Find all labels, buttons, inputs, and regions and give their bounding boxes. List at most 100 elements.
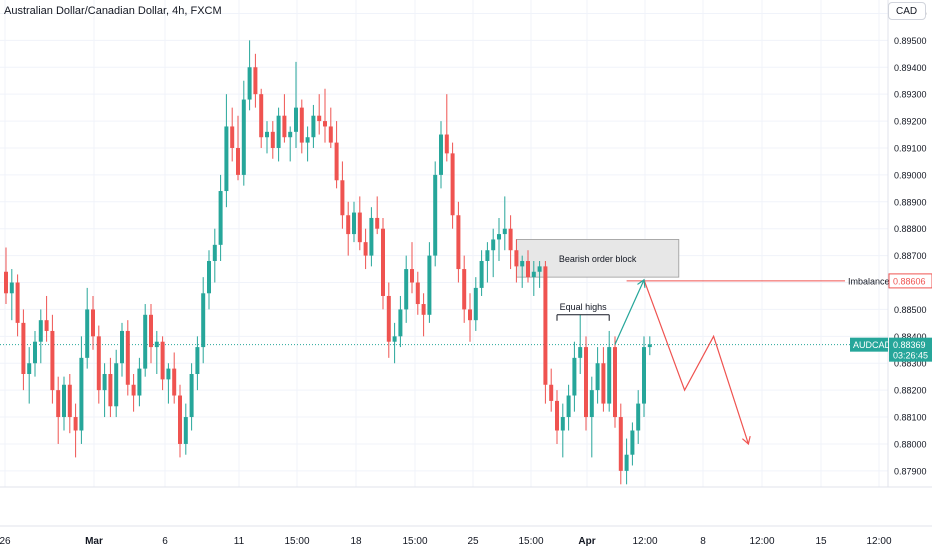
- candle-body: [91, 309, 95, 337]
- projection-down-path: [643, 279, 749, 445]
- candle-body: [386, 295, 391, 342]
- candle-body: [9, 282, 14, 294]
- candle-body: [56, 390, 61, 418]
- candle-body: [236, 147, 240, 175]
- price-tick-label: 0.88300: [894, 359, 927, 369]
- candle-body: [421, 304, 426, 315]
- candle-body: [601, 363, 606, 404]
- candle-body: [241, 99, 246, 175]
- candle-body: [114, 363, 119, 407]
- candle-body: [160, 341, 165, 380]
- candle-body: [62, 384, 66, 418]
- candle-body: [566, 395, 571, 418]
- candle-body: [526, 260, 530, 278]
- candle-body: [549, 384, 554, 401]
- candle-body: [404, 269, 409, 310]
- candle-body: [456, 215, 461, 270]
- price-tick-label: 0.89100: [894, 143, 927, 153]
- candle-body: [270, 131, 275, 148]
- price-tick-label: 0.88400: [894, 332, 927, 342]
- candle-body: [502, 228, 507, 235]
- current-price-text: 0.88369: [893, 340, 926, 350]
- time-tick-label: 12:00: [749, 536, 774, 547]
- candle-body: [317, 115, 322, 122]
- candle-body: [166, 368, 171, 380]
- candle-body: [305, 137, 310, 143]
- time-tick-label: 26: [0, 536, 11, 547]
- candle-body: [67, 384, 72, 418]
- time-tick-label: 6: [162, 536, 168, 547]
- projection-up-segment: [614, 279, 645, 345]
- candle-body: [537, 266, 542, 272]
- price-tick-label: 0.88000: [894, 439, 927, 449]
- candle-body: [363, 242, 368, 256]
- candle-body: [427, 255, 432, 315]
- candle-body: [259, 94, 264, 138]
- candle-body: [468, 309, 472, 321]
- order-block-label: Bearish order block: [559, 254, 637, 264]
- candle-body: [137, 368, 142, 396]
- candle-body: [149, 314, 153, 348]
- candle-body: [595, 363, 600, 391]
- candle-body: [212, 244, 217, 261]
- candle-body: [299, 107, 304, 143]
- candle-body: [323, 121, 327, 127]
- current-price-tag: [889, 337, 932, 362]
- candle-body: [183, 417, 188, 444]
- candle-body: [375, 217, 380, 229]
- annotations: Equal highs Imbalance: [556, 276, 890, 446]
- candle-body: [247, 67, 252, 100]
- candle-body: [485, 250, 490, 261]
- candle-body: [224, 126, 229, 192]
- price-tick-label: 0.88800: [894, 224, 927, 234]
- candle-body: [73, 417, 78, 431]
- imbalance-label: Imbalance: [848, 276, 890, 286]
- candle-body: [578, 347, 583, 358]
- candle-body: [27, 363, 32, 374]
- time-tick-label: 12:00: [632, 536, 657, 547]
- price-tick-label: 0.89200: [894, 117, 927, 127]
- price-tick-label: 0.89400: [894, 63, 927, 73]
- equal-highs-label: Equal highs: [560, 302, 608, 312]
- candle-body: [120, 330, 124, 364]
- candle-body: [38, 320, 43, 342]
- candle-body: [189, 373, 194, 418]
- candle-body: [125, 330, 130, 385]
- candle-body: [369, 217, 374, 256]
- time-tick-label: Mar: [85, 536, 103, 547]
- candle-body: [207, 260, 211, 294]
- candle-body: [433, 174, 438, 256]
- projection-up-arrowhead: [637, 278, 646, 288]
- candle-body: [392, 336, 397, 342]
- candle-body: [589, 390, 594, 418]
- price-axis[interactable]: 0.896000.895000.894000.893000.892000.891…: [850, 9, 932, 476]
- candle-body: [33, 341, 37, 364]
- candle-body: [491, 239, 496, 251]
- candle-body: [381, 228, 385, 296]
- currency-button[interactable]: CAD: [888, 2, 926, 20]
- price-tick-label: 0.88200: [894, 386, 927, 396]
- time-tick-label: 11: [234, 536, 245, 547]
- candle-body: [143, 314, 148, 369]
- symbol-tag-text: AUDCAD: [853, 340, 892, 350]
- candle-body: [328, 126, 333, 143]
- candle-body: [508, 228, 513, 251]
- candle-body: [79, 357, 84, 431]
- candle-body: [410, 269, 414, 283]
- candle-body: [642, 347, 646, 404]
- candle-body: [15, 282, 20, 323]
- candle-body: [439, 134, 443, 175]
- grid: [0, 0, 932, 527]
- candle-body: [531, 271, 536, 278]
- candle-body: [398, 309, 403, 337]
- time-axis[interactable]: 26 Mar 6 11 15:00 18 15:00 25 15:00 Apr 12:00 8 12:0…: [0, 536, 892, 547]
- candle-body: [178, 395, 182, 444]
- candle-body: [288, 131, 293, 138]
- price-tick-label: 0.87900: [894, 466, 927, 476]
- candle-body: [415, 282, 420, 305]
- time-tick-label: 18: [350, 536, 362, 547]
- price-tick-label: 0.88100: [894, 413, 927, 423]
- candle-body: [444, 134, 449, 154]
